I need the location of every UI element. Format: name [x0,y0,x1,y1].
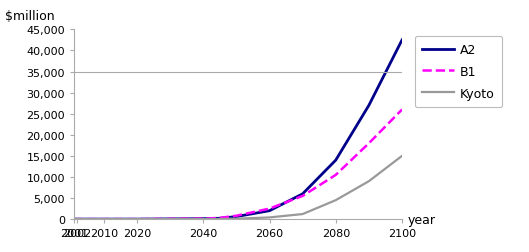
Line: Kyoto: Kyoto [74,156,402,219]
B1 [71,218,77,221]
B1 [266,207,272,210]
B1 [134,218,140,221]
A2 [200,217,206,220]
Kyoto [101,218,107,221]
B1 [333,174,339,177]
A2 [233,215,240,218]
B1 [217,216,223,219]
A2 [366,104,372,107]
Legend: A2, B1, Kyoto: A2, B1, Kyoto [415,37,502,108]
A2 [333,159,339,162]
Kyoto [299,213,306,216]
Line: A2: A2 [74,41,402,219]
B1 [366,142,372,145]
B1 [74,218,80,221]
Kyoto [74,218,80,221]
Text: $million: $million [5,10,55,23]
Text: year: year [407,213,435,226]
A2 [299,193,306,196]
A2 [74,218,80,221]
Kyoto [399,155,405,158]
Kyoto [71,218,77,221]
A2 [217,217,223,220]
Kyoto [366,180,372,183]
B1 [200,217,206,220]
A2 [101,218,107,221]
A2 [399,39,405,42]
Kyoto [134,218,140,221]
B1 [299,195,306,198]
B1 [399,109,405,112]
B1 [233,214,240,217]
Kyoto [233,217,240,220]
Line: B1: B1 [74,110,402,219]
Kyoto [266,216,272,219]
A2 [266,209,272,212]
A2 [134,218,140,221]
B1 [101,218,107,221]
Kyoto [333,199,339,202]
Kyoto [200,218,206,221]
A2 [71,218,77,221]
